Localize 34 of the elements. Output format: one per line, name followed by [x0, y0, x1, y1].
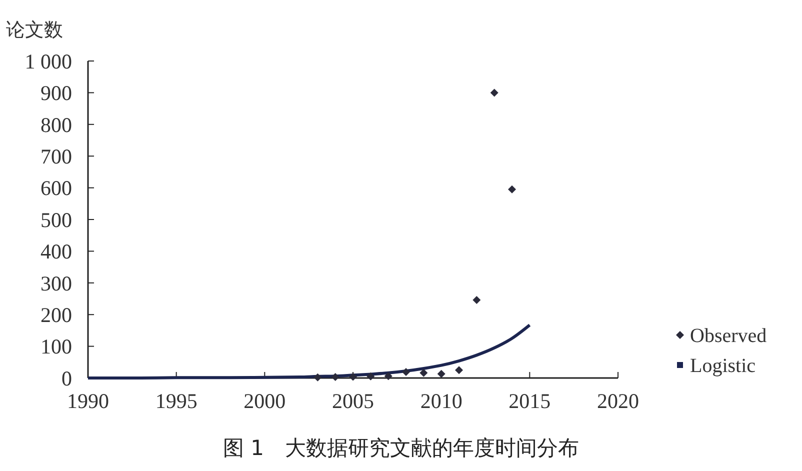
- y-tick-label: 600: [40, 176, 72, 200]
- x-tick-label: 2020: [597, 389, 639, 413]
- y-tick-label: 500: [40, 208, 72, 232]
- y-tick-label: 800: [40, 112, 72, 137]
- point: [472, 296, 481, 304]
- text: 图 1 大数据研究文献的年度时间分布: [222, 436, 580, 460]
- y-axis-title: 论文数: [6, 19, 63, 41]
- legend-label: Logistic: [690, 355, 756, 377]
- x-tick-label: 2005: [332, 389, 374, 413]
- y-tick-label: 700: [40, 144, 72, 168]
- y-tick-label: 900: [40, 81, 72, 106]
- point: [455, 366, 463, 374]
- point: [420, 368, 428, 377]
- point: [490, 88, 498, 97]
- y-tick-label: 100: [40, 334, 72, 359]
- x-tick-label: 1995: [155, 389, 198, 413]
- point: [402, 368, 410, 376]
- y-tick-label: 0: [62, 366, 72, 390]
- point: [366, 372, 375, 380]
- point: [349, 372, 357, 381]
- point: [314, 373, 322, 382]
- point: [437, 370, 446, 378]
- point: [508, 185, 516, 194]
- point: [384, 372, 392, 380]
- y-tick-label: 200: [40, 302, 72, 327]
- x-tick-label: 1990: [67, 389, 109, 413]
- x-tick-label: 2000: [244, 389, 286, 413]
- point: [331, 373, 340, 382]
- x-tick-label: 2010: [420, 389, 462, 413]
- y-tick-label: 400: [40, 240, 72, 264]
- y-tick-label: 300: [40, 271, 72, 296]
- legend-label: Observed: [690, 325, 767, 347]
- x-tick-label: 2015: [508, 389, 551, 413]
- y-tick-label: 1 000: [24, 49, 72, 74]
